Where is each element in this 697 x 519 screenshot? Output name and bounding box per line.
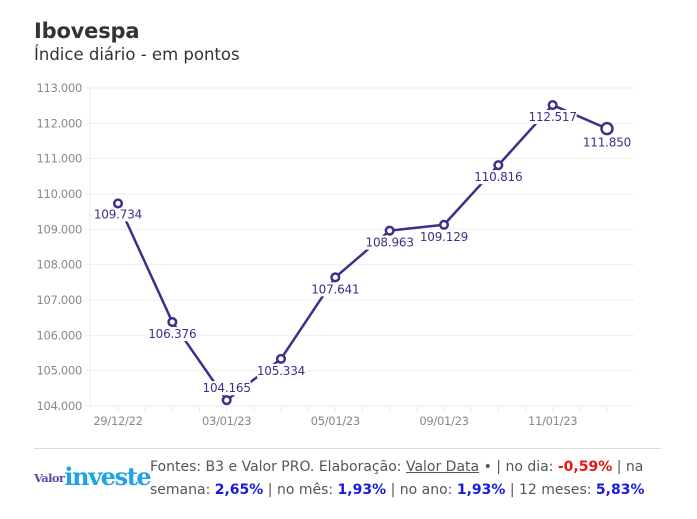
data-point-label: 104.165 <box>203 381 251 395</box>
label-bg <box>365 235 414 250</box>
data-point-label: 105.334 <box>257 364 305 378</box>
label-bg <box>202 381 251 396</box>
data-point-marker[interactable] <box>600 121 614 136</box>
year-label: | no ano: <box>386 482 457 498</box>
x-tick-label: 11/01/23 <box>528 414 577 428</box>
data-point-marker[interactable] <box>221 395 232 406</box>
data-point-marker[interactable] <box>547 100 558 111</box>
y-tick-label: 108.000 <box>37 258 82 272</box>
day-change-value: -0,59% <box>557 459 613 475</box>
y-tick-label: 109.000 <box>37 222 82 236</box>
label-bg <box>528 110 577 125</box>
data-point-marker[interactable] <box>330 272 341 283</box>
logo-valor: Valor <box>34 471 65 485</box>
data-point-label: 112.517 <box>529 110 577 124</box>
chart-subtitle: Índice diário - em pontos <box>34 45 240 64</box>
label-bg <box>474 170 523 185</box>
x-axis: 29/12/22 03/01/23 05/01/23 09/01/23 11/01/23 <box>93 406 608 428</box>
data-point-label: 110.816 <box>474 170 522 184</box>
label-bg <box>311 282 360 297</box>
data-point-marker[interactable] <box>167 316 178 328</box>
chart-title: Ibovespa <box>34 19 140 43</box>
valor-data-link[interactable]: Valor Data <box>405 459 480 475</box>
x-tick-label: 29/12/22 <box>93 414 142 428</box>
twelve-months-change-value: 5,83% <box>595 482 645 498</box>
data-point-label: 106.376 <box>148 327 196 341</box>
y-tick-label: 113.000 <box>37 81 82 95</box>
label-bg <box>583 135 631 150</box>
label-bg <box>148 327 197 342</box>
data-point-label: 108.963 <box>366 236 414 250</box>
month-change-value: 1,93% <box>337 482 387 498</box>
month-label: | no mês: <box>263 482 338 498</box>
year-change-value: 1,93% <box>456 482 506 498</box>
footer-divider <box>34 448 661 449</box>
line-chart: 113.000 112.000 111.000 110.000 109.000 108.0… <box>37 81 634 428</box>
label-bg <box>257 363 305 378</box>
x-tick-label: 03/01/23 <box>202 414 251 428</box>
x-tick-label: 09/01/23 <box>419 414 468 428</box>
data-point-marker[interactable] <box>275 353 287 364</box>
data-point-marker[interactable] <box>493 160 504 171</box>
y-tick-label: 111.000 <box>37 152 82 166</box>
data-point-marker[interactable] <box>438 219 450 230</box>
series-ibovespa: 109.734 106.376 104.165 105.334 107.641 108.9… <box>94 100 631 406</box>
grid-lines <box>85 87 634 407</box>
y-tick-label: 104.000 <box>37 399 82 413</box>
data-point-marker[interactable] <box>384 225 395 236</box>
footer-notes: Fontes: B3 e Valor PRO. Elaboração: Valo… <box>150 456 670 502</box>
y-tick-label: 105.000 <box>37 364 82 378</box>
data-point-marker[interactable] <box>112 198 124 209</box>
week-label: | na semana: <box>150 459 644 498</box>
series-line <box>116 103 608 402</box>
data-point-label: 109.734 <box>94 207 142 221</box>
y-tick-label: 112.000 <box>37 116 82 130</box>
data-point-label: 111.850 <box>583 136 631 150</box>
week-change-value: 2,65% <box>214 482 264 498</box>
y-tick-label: 107.000 <box>37 293 82 307</box>
sources-text: Fontes: B3 e Valor PRO. Elaboração: <box>150 459 406 475</box>
x-tick-label: 05/01/23 <box>311 414 360 428</box>
y-axis: 113.000 112.000 111.000 110.000 109.000 108.0… <box>37 81 83 413</box>
data-point-label: 107.641 <box>311 282 359 296</box>
logo-investe: investe <box>64 462 151 491</box>
twelve-months-label: | 12 meses: <box>505 482 596 498</box>
label-bg <box>420 229 468 244</box>
label-bg <box>94 207 142 222</box>
data-point-label: 109.129 <box>420 230 468 244</box>
y-tick-label: 110.000 <box>37 187 82 201</box>
day-label: • | no dia: <box>479 459 558 475</box>
valor-investe-logo: Valorinveste <box>34 462 152 491</box>
y-tick-label: 106.000 <box>37 328 82 342</box>
